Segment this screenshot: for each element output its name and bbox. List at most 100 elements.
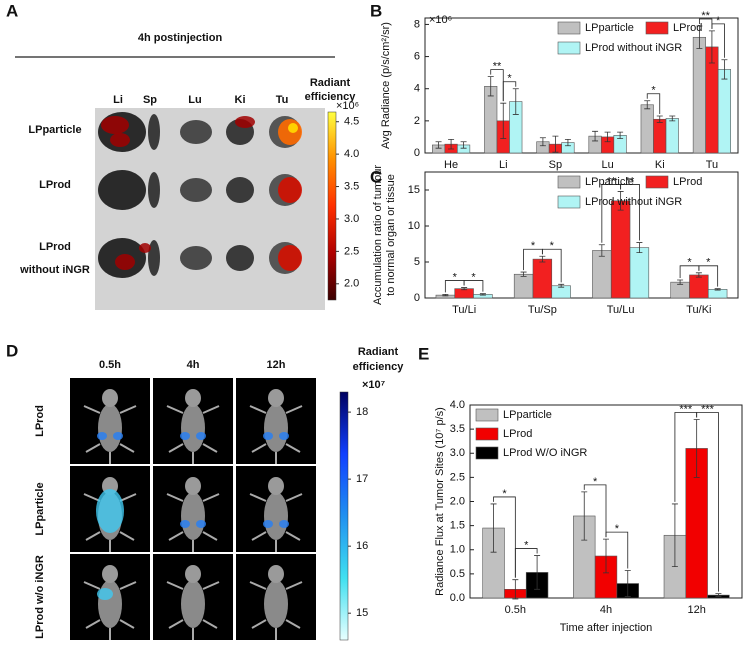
organ	[148, 240, 160, 276]
mouse-head	[185, 477, 201, 495]
error-bar	[448, 138, 455, 150]
error-bar	[479, 293, 486, 296]
y-tick-label: 2.5	[450, 471, 465, 483]
y-tick-label: 10	[408, 220, 420, 232]
mouse-head	[268, 389, 284, 407]
column-label: Lu	[188, 94, 201, 106]
signal	[279, 520, 289, 528]
row-label: without iNGR	[19, 264, 90, 276]
x-tick-label: Lu	[601, 159, 613, 171]
organ	[180, 120, 212, 144]
significance-label: *	[593, 476, 598, 488]
legend-swatch	[557, 195, 581, 209]
significance-label: *	[471, 271, 476, 283]
legend-swatch	[557, 175, 581, 189]
bar	[707, 289, 728, 299]
significance-bracket	[711, 23, 725, 58]
legend-label: LProd W/O iNGR	[503, 447, 587, 459]
significance-label: *	[531, 240, 536, 252]
y-axis-label: to normal organ or tissue	[385, 174, 397, 296]
x-axis-label: Time after injection	[560, 622, 653, 634]
error-bar	[490, 503, 497, 553]
error-bar	[656, 115, 663, 123]
organ	[226, 245, 254, 271]
legend-label: LProd	[673, 176, 702, 188]
error-bar	[617, 191, 624, 211]
mouse-head	[268, 565, 284, 583]
significance-label: *	[615, 523, 620, 535]
signal	[180, 520, 190, 528]
significance-bracket	[502, 81, 517, 102]
y-tick-label: 0	[414, 147, 420, 159]
colorbar-tick-label: 2.0	[344, 278, 359, 290]
error-bar	[500, 102, 507, 139]
error-bar	[669, 115, 676, 122]
colorbar-tick-label: 17	[356, 473, 368, 485]
plot-frame	[424, 171, 739, 299]
organ	[148, 114, 160, 150]
panel-letter: E	[418, 344, 429, 363]
error-bar	[715, 593, 722, 597]
bar	[689, 274, 709, 299]
signal	[97, 432, 107, 440]
bar	[532, 258, 553, 299]
signal	[110, 133, 130, 147]
colorbar-title: Radiant	[358, 346, 399, 358]
significance-label: **	[607, 175, 616, 187]
error-bar	[693, 419, 700, 478]
panel-letter: D	[6, 341, 18, 360]
legend-swatch	[475, 408, 499, 422]
significance-label: **	[701, 10, 710, 22]
x-tick-label: Sp	[549, 159, 562, 171]
organ	[98, 170, 146, 210]
y-tick-label: 3.5	[450, 423, 465, 435]
error-bar	[671, 503, 678, 568]
x-tick-label: Tu/Ki	[686, 304, 711, 316]
significance-bracket	[493, 496, 516, 578]
significance-label: **	[626, 175, 635, 187]
column-label: Tu	[276, 94, 289, 106]
axis-multiplier: ×10⁶	[429, 14, 452, 26]
significance-bracket	[583, 484, 607, 538]
row-label: LProd w/o iNGR	[34, 555, 46, 639]
mouse-body	[181, 492, 205, 540]
legend-label: LProd without iNGR	[585, 196, 682, 208]
bar	[592, 250, 612, 299]
panel-letter: A	[6, 1, 18, 20]
error-bar	[435, 141, 442, 149]
row-label: LPparticle	[28, 124, 81, 136]
legend-swatch	[475, 427, 499, 441]
mouse-limbs	[166, 493, 220, 552]
legend-label: LPparticle	[585, 176, 634, 188]
error-bar	[534, 555, 541, 590]
error-bar	[677, 279, 684, 285]
y-tick-label: 2.0	[450, 495, 465, 507]
legend-label: LProd	[503, 428, 532, 440]
mouse-body	[181, 404, 205, 452]
mouse-head	[185, 565, 201, 583]
error-bar	[487, 76, 494, 97]
error-bar	[714, 288, 721, 291]
mouse-head	[102, 565, 118, 583]
legend-label: LProd without iNGR	[585, 42, 682, 54]
legend-swatch	[557, 41, 581, 55]
mouse-body	[264, 580, 288, 628]
column-label: Li	[113, 94, 123, 106]
mouse-body	[264, 492, 288, 540]
error-bar	[461, 287, 468, 291]
significance-label: *	[453, 271, 458, 283]
error-bar	[558, 283, 565, 288]
panel-letter: B	[370, 1, 382, 20]
y-tick-label: 2	[414, 115, 420, 127]
mouse-head	[268, 477, 284, 495]
error-bar	[624, 570, 631, 597]
legend-swatch	[645, 175, 669, 189]
panel-letter: C	[370, 167, 382, 186]
colorbar-title: efficiency	[353, 361, 405, 373]
bar	[692, 36, 706, 154]
significance-label: *	[507, 73, 512, 85]
significance-bracket	[646, 93, 661, 115]
x-tick-label: Tu/Li	[452, 304, 476, 316]
colorbar-title: efficiency	[305, 91, 357, 103]
